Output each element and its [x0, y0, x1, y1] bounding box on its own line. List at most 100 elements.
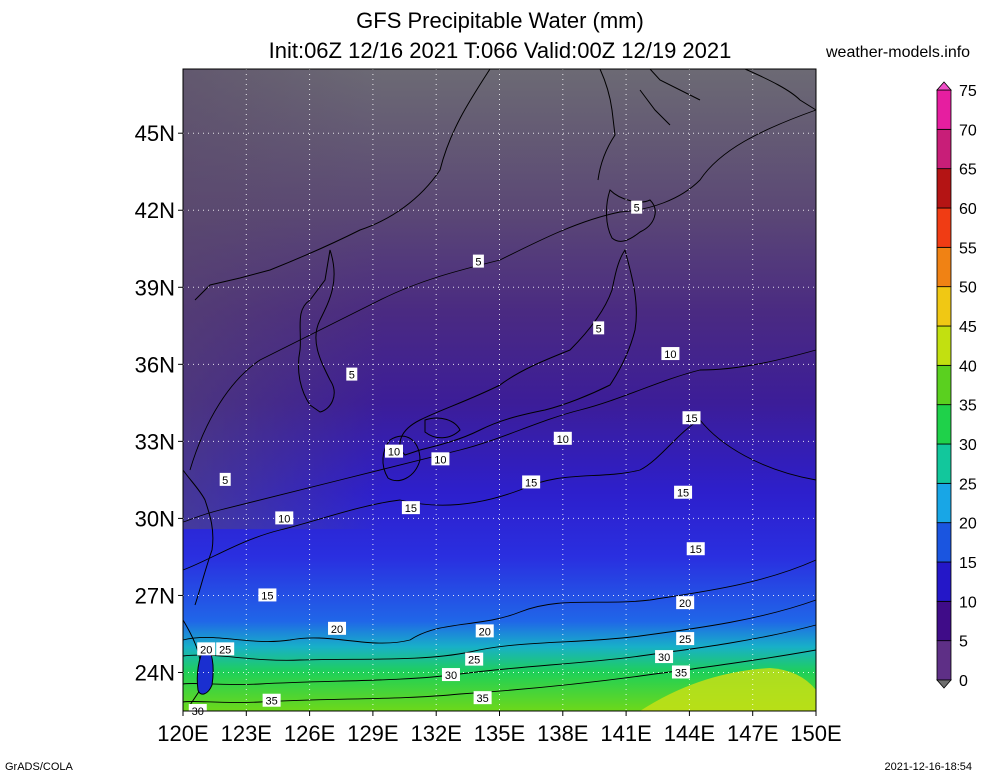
lon-tick-label: 129E	[347, 721, 398, 746]
colorbar-segment	[936, 600, 952, 642]
coast-primorye	[194, 68, 491, 301]
contour-label-bg	[661, 347, 680, 361]
contour-lines	[182, 109, 817, 704]
contour-label-bg	[686, 542, 705, 556]
contour-label: 15	[674, 485, 693, 500]
colorbar-segment	[936, 522, 952, 563]
colorbar-segment	[936, 561, 952, 602]
colorbar-segment	[936, 286, 952, 327]
contour-label: 25	[465, 652, 484, 667]
contour-label-bg	[262, 693, 281, 707]
coast-taiwan	[196, 644, 214, 695]
moisture-maximum	[640, 668, 816, 711]
contour-label-text: 15	[261, 590, 273, 602]
colorbar-label: 10	[959, 594, 977, 611]
lon-tick-label: 120E	[157, 721, 208, 746]
contour-label-bg	[465, 652, 484, 666]
contour-label-bg	[473, 691, 492, 705]
colorbar-label: 60	[959, 201, 977, 218]
contour-label: 35	[262, 693, 281, 708]
colorbar-segment	[936, 325, 952, 366]
contour-label-bg	[328, 621, 347, 635]
continental-dry-shading	[183, 69, 383, 529]
latitude-axis: 24N 27N 30N 33N 36N 39N 42N 45N	[135, 121, 183, 685]
colorbar-segment	[936, 207, 952, 248]
contour-label: 15	[682, 411, 701, 425]
lat-tick-label: 24N	[135, 660, 175, 685]
colorbar-label: 15	[959, 555, 977, 572]
contour-label-text: 35	[476, 693, 488, 705]
contour-label-text: 35	[265, 696, 277, 708]
contour-label-text: 25	[219, 644, 231, 656]
contour-label-text: 10	[434, 454, 446, 466]
contour-label: 20	[328, 621, 347, 636]
colorbar-label: 65	[959, 162, 977, 179]
colorbar-label: 25	[959, 476, 977, 493]
lon-tick-label: 138E	[537, 721, 588, 746]
contour-label: 5	[631, 200, 643, 215]
contour-label-text: 15	[525, 477, 537, 489]
contour-label-bg	[401, 501, 420, 515]
contour-label-text: 20	[679, 598, 691, 610]
contour-label: 25	[216, 642, 235, 656]
contour-label-text: 5	[475, 257, 481, 269]
colorbar-label: 30	[959, 437, 977, 454]
contour-label-text: 5	[222, 475, 228, 487]
coast-kyushu	[382, 435, 421, 482]
contour-label-text: 5	[596, 323, 602, 335]
lat-tick-label: 36N	[135, 352, 175, 377]
colorbar-segment	[936, 640, 952, 681]
contour-label-bg	[216, 642, 235, 656]
lat-tick-label: 39N	[135, 275, 175, 300]
colorbar-segment	[936, 89, 952, 130]
colorbar: 0 5 10 15 20 25 30 35 40 45 50 55 60 65 70 75	[936, 81, 977, 690]
contour-label-text: 10	[388, 447, 400, 459]
colorbar-label: 75	[959, 83, 977, 100]
contour-label-text: 30	[445, 670, 457, 682]
contour-label: 5	[472, 254, 484, 269]
colorbar-low-triangle	[936, 679, 952, 689]
colorbar-segment	[936, 482, 952, 524]
colorbar-high-triangle	[936, 81, 952, 91]
contour-label: 10	[431, 452, 450, 466]
contour-label-text: 5	[349, 370, 355, 382]
contour-label-text: 20	[479, 626, 491, 638]
colorbar-segment	[936, 364, 952, 406]
colorbar-label: 20	[959, 516, 977, 533]
lat-tick-label: 42N	[135, 198, 175, 223]
colorbar-label: 50	[959, 280, 977, 297]
colorbar-segment	[936, 246, 952, 288]
contour-label-bg	[441, 668, 460, 682]
contour-label-bg	[674, 485, 693, 499]
contour-label-bg	[553, 431, 572, 445]
lon-tick-label: 141E	[600, 721, 651, 746]
contour-labels: 5 5 5 5 5 10 10 10 10 10 15 15 15 15 15 15 20 20 20 20 25 25 2…	[188, 200, 705, 718]
longitude-axis: 120E 123E 126E 129E 132E 135E 138E 141E 144E 147E…	[157, 711, 842, 746]
contour-label-text: 30	[192, 706, 204, 718]
contour-label-text: 30	[658, 652, 670, 664]
lon-tick-label: 150E	[790, 721, 841, 746]
colorbar-label: 45	[959, 319, 977, 336]
contour-label-bg	[676, 632, 695, 646]
contour-label: 30	[655, 650, 674, 664]
coast-shikoku	[424, 417, 461, 439]
contour-label-bg	[671, 665, 690, 679]
contour-label-text: 25	[468, 655, 480, 667]
lon-tick-label: 147E	[727, 721, 778, 746]
contour-label-bg	[431, 452, 450, 466]
contour-label-text: 20	[200, 644, 212, 656]
contour-label-bg	[197, 642, 216, 656]
colorbar-label: 70	[959, 122, 977, 139]
contour-label: 10	[275, 511, 294, 525]
contour-label: 15	[686, 542, 705, 556]
contour-label-text: 10	[557, 434, 569, 446]
contour-label: 20	[197, 642, 216, 656]
lon-tick-label: 126E	[284, 721, 335, 746]
colorbar-label: 0	[959, 673, 968, 690]
lon-tick-label: 144E	[664, 721, 715, 746]
colorbar-segment	[936, 404, 952, 445]
colorbar-segment	[936, 168, 952, 209]
contour-label-bg	[655, 650, 674, 664]
contour-label-bg	[346, 367, 358, 381]
